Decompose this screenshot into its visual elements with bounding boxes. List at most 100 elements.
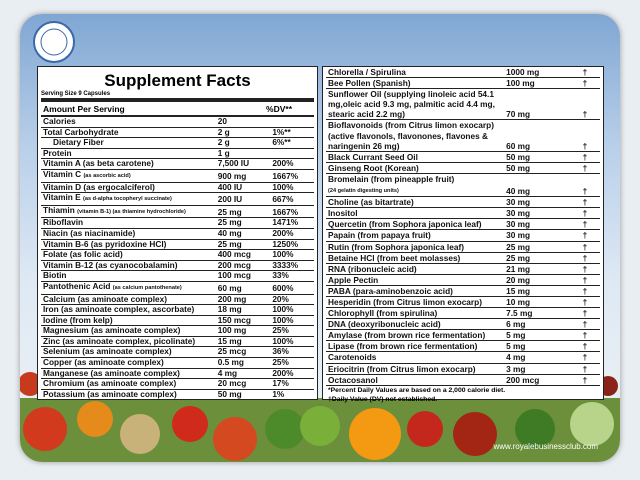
daily-value: †	[569, 77, 600, 90]
amount: 900 mg	[215, 169, 271, 183]
nutrient: Thiamin (vitamin B-1) (as thiamine hydro…	[41, 205, 216, 219]
fruit	[213, 417, 257, 461]
amount: 20	[215, 116, 271, 128]
nutrient: Vitamin B-6 (as pyridoxine HCl)	[41, 238, 216, 251]
row: Pantothenic Acid (as calcium pantothenat…	[41, 281, 314, 295]
nutrient: Potassium (as aminoate complex)	[41, 389, 216, 401]
nutrient: Dietary Fiber	[41, 137, 216, 149]
daily-value	[270, 117, 314, 128]
row: Vitamin D (as ergocalciferol) 400 IU 100%	[41, 181, 314, 194]
daily-value: †	[569, 229, 600, 242]
nutrient-name: Bioflavonoids (from Citrus limon exocarp…	[328, 120, 494, 151]
right-panel: Chlorella / Spirulina 1000 mg † Bee Pollen …	[322, 66, 604, 403]
nutrient-name: Bromelain (from pineapple fruit)	[328, 173, 455, 184]
daily-value: 200%	[270, 159, 314, 170]
amount: 100 mg	[215, 326, 271, 337]
card: Supplement Facts Serving Size 9 Capsules…	[20, 14, 620, 462]
nutrient-name: Vitamin B-6 (as pyridoxine HCl)	[43, 238, 167, 249]
nutrient: Selenium (as aminoate complex)	[41, 347, 216, 359]
orange	[349, 408, 401, 460]
nutrient: Pantothenic Acid (as calcium pantothenat…	[41, 281, 216, 295]
nutrient: Vitamin C (as ascorbic acid)	[41, 168, 216, 183]
nutrient: Eriocitrin (from Citrus limon exocarp)	[326, 363, 505, 375]
nutrient: Chlorella / Spirulina	[326, 67, 505, 79]
row: Zinc (as aminoate complex, picolinate) 15…	[41, 335, 314, 348]
nutrient-name: Vitamin C	[43, 168, 82, 179]
row: Magnesium (as aminoate complex) 100 mg 25%	[41, 325, 314, 337]
amount: 1000 mg	[504, 67, 570, 79]
row: Folate (as folic acid) 400 mcg 100%	[41, 249, 314, 261]
daily-value: †	[569, 340, 600, 353]
nutrient: Zinc (as aminoate complex, picolinate)	[41, 335, 216, 348]
nutrient-name: Choline (as bitartrate)	[328, 197, 414, 208]
nutrient: Total Carbohydrate	[41, 127, 216, 139]
row: Lipase (from brown rice fermentation) 5 m…	[326, 340, 600, 353]
daily-value: †	[569, 374, 600, 386]
row: Vitamin C (as ascorbic acid) 900 mg 1667%	[41, 168, 314, 183]
daily-value: †	[569, 88, 600, 121]
daily-value: †	[569, 274, 600, 286]
row: Calories 20	[41, 116, 314, 128]
daily-value: †	[569, 285, 600, 297]
nutrient-note: (as d-alpha tocopheryl succinate)	[82, 196, 172, 203]
amount: 25 mg	[504, 241, 570, 253]
row: Biotin 100 mcg 33%	[41, 271, 314, 282]
amount: 400 IU	[215, 182, 271, 194]
row: Chlorella / Spirulina 1000 mg †	[326, 67, 600, 79]
row: Iodine (from kelp) 150 mcg 100%	[41, 315, 314, 327]
nutrient-name: Chlorophyll (from spirulina)	[328, 308, 438, 319]
nutrient: Bee Pollen (Spanish)	[326, 77, 505, 90]
footer-url: www.royalebusinessclub.com	[493, 442, 599, 451]
broccoli	[265, 409, 305, 449]
nutrient-name: Eriocitrin (from Citrus limon exocarp)	[328, 363, 476, 374]
nutrient: Biotin	[41, 271, 216, 282]
daily-value: †	[569, 119, 600, 152]
row: Total Carbohydrate 2 g 1%**	[41, 127, 314, 139]
nutrient-name: Chromium (as aminoate complex)	[43, 378, 177, 389]
row: Vitamin B-6 (as pyridoxine HCl) 25 mg 1250…	[41, 238, 314, 251]
daily-value: 1250%	[270, 239, 314, 251]
nutrient: Chlorophyll (from spirulina)	[326, 307, 505, 320]
logo-ring	[40, 28, 68, 56]
nutrient-name: Sunflower Oil (supplying linoleic acid 5…	[328, 89, 495, 120]
nutrient: Iron (as aminoate complex, ascorbate)	[41, 304, 216, 316]
daily-value: 100%	[270, 250, 314, 261]
leaves	[515, 409, 555, 449]
nutrient-name: Papain (from papaya fruit)	[328, 230, 431, 241]
row: Bioflavonoids (from Citrus limon exocarp…	[326, 119, 600, 152]
nutrient-name: Betaine HCl (from beet molasses)	[328, 252, 461, 263]
nutrient-name: Vitamin D (as ergocalciferol)	[43, 181, 155, 192]
left-panel: Supplement Facts Serving Size 9 Capsules…	[37, 66, 318, 401]
daily-value: †	[569, 252, 600, 264]
nutrient: DNA (deoxyribonucleic acid)	[326, 318, 505, 331]
row: Rutin (from Sophora japonica leaf) 25 mg †	[326, 241, 600, 253]
row: Selenium (as aminoate complex) 25 mcg 36%	[41, 347, 314, 359]
nutrient: Choline (as bitartrate)	[326, 196, 505, 209]
kiwi	[300, 406, 340, 446]
nutrient: Protein	[41, 148, 216, 160]
cabbage	[570, 402, 614, 446]
amount: 40 mg	[504, 173, 570, 198]
row: Octacosanol 200 mcg †	[326, 374, 600, 386]
amount: 2 g	[215, 138, 271, 149]
nutrient: Riboflavin	[41, 218, 216, 229]
amount: 200 mcg	[504, 374, 570, 386]
amount: 7.5 mg	[504, 307, 570, 320]
nutrient: Betaine HCl (from beet molasses)	[326, 252, 505, 264]
nutrient: Papain (from papaya fruit)	[326, 229, 505, 242]
logo	[33, 21, 75, 63]
daily-value: 17%	[270, 379, 314, 390]
decoration	[20, 21, 620, 462]
nutrient: Ginseng Root (Korean)	[326, 162, 505, 174]
nutrient-name: Ginseng Root (Korean)	[328, 162, 419, 173]
daily-value: †	[569, 363, 600, 375]
amount: 20 mg	[504, 274, 570, 286]
title: Supplement Facts	[104, 71, 251, 90]
nutrient-name: Biotin	[43, 270, 67, 281]
amount: 25 mg	[215, 239, 271, 251]
nutrient-name: Zinc (as aminoate complex, picolinate)	[43, 335, 196, 346]
amount: 200 IU	[215, 192, 271, 206]
amount: 10 mg	[504, 296, 570, 309]
daily-value: 3333%	[270, 260, 314, 272]
amount: 50 mg	[504, 151, 570, 163]
